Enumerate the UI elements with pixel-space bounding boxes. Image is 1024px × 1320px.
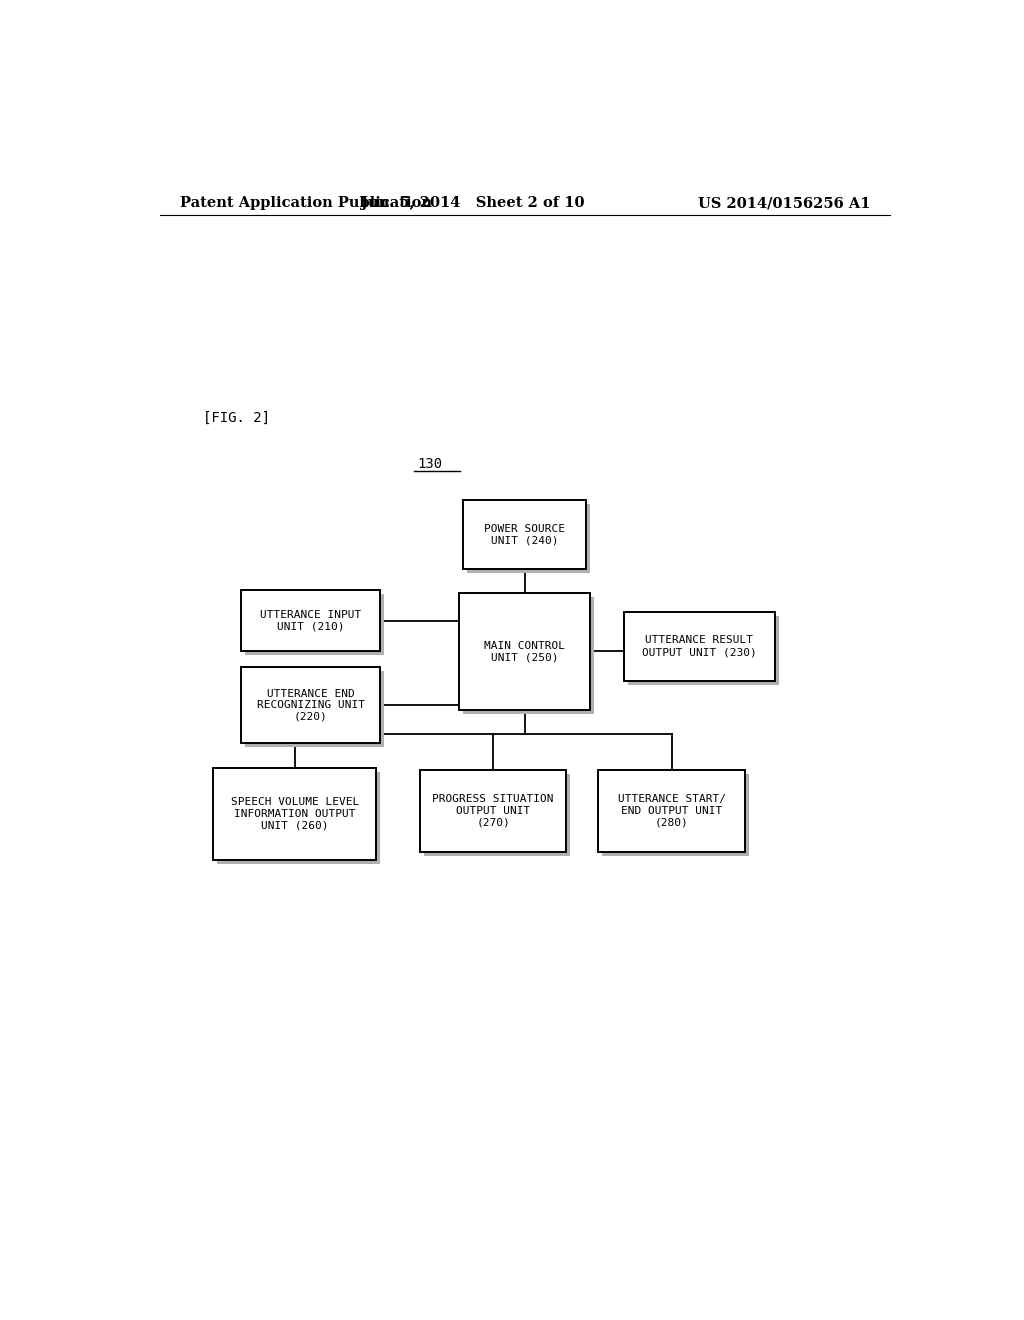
Text: POWER SOURCE
UNIT (240): POWER SOURCE UNIT (240): [484, 524, 565, 545]
Text: MAIN CONTROL
UNIT (250): MAIN CONTROL UNIT (250): [484, 640, 565, 663]
Text: Jun. 5, 2014   Sheet 2 of 10: Jun. 5, 2014 Sheet 2 of 10: [361, 197, 585, 210]
Text: UTTERANCE START/
END OUTPUT UNIT
(280): UTTERANCE START/ END OUTPUT UNIT (280): [617, 795, 726, 828]
FancyBboxPatch shape: [213, 768, 376, 859]
FancyBboxPatch shape: [467, 504, 590, 573]
FancyBboxPatch shape: [624, 611, 775, 681]
FancyBboxPatch shape: [217, 772, 380, 863]
Text: US 2014/0156256 A1: US 2014/0156256 A1: [697, 197, 870, 210]
FancyBboxPatch shape: [245, 671, 384, 747]
FancyBboxPatch shape: [463, 500, 587, 569]
Text: Patent Application Publication: Patent Application Publication: [179, 197, 431, 210]
FancyBboxPatch shape: [460, 593, 590, 710]
Text: UTTERANCE RESULT
OUTPUT UNIT (230): UTTERANCE RESULT OUTPUT UNIT (230): [642, 635, 757, 657]
Text: PROGRESS SITUATION
OUTPUT UNIT
(270): PROGRESS SITUATION OUTPUT UNIT (270): [432, 795, 554, 828]
FancyBboxPatch shape: [241, 667, 380, 743]
FancyBboxPatch shape: [598, 771, 745, 851]
Text: SPEECH VOLUME LEVEL
INFORMATION OUTPUT
UNIT (260): SPEECH VOLUME LEVEL INFORMATION OUTPUT U…: [230, 797, 358, 830]
Text: 130: 130: [418, 458, 442, 471]
FancyBboxPatch shape: [424, 775, 570, 855]
FancyBboxPatch shape: [628, 615, 779, 685]
Text: UTTERANCE END
RECOGNIZING UNIT
(220): UTTERANCE END RECOGNIZING UNIT (220): [257, 689, 365, 722]
FancyBboxPatch shape: [420, 771, 566, 851]
Text: UTTERANCE INPUT
UNIT (210): UTTERANCE INPUT UNIT (210): [260, 610, 361, 632]
FancyBboxPatch shape: [241, 590, 380, 651]
Text: [FIG. 2]: [FIG. 2]: [204, 411, 270, 425]
FancyBboxPatch shape: [602, 775, 749, 855]
FancyBboxPatch shape: [245, 594, 384, 656]
FancyBboxPatch shape: [463, 597, 594, 714]
